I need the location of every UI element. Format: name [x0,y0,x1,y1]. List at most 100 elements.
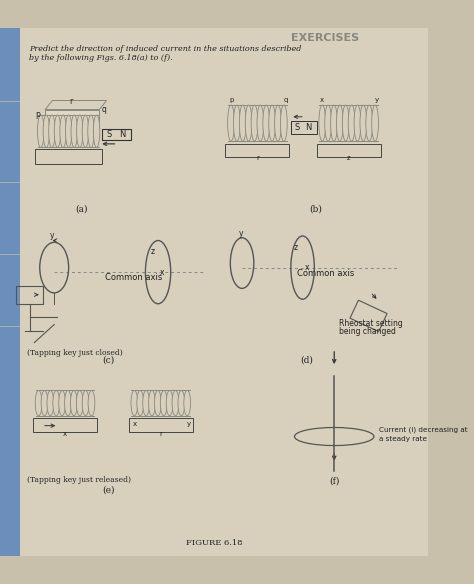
Ellipse shape [172,391,179,416]
Text: y: y [187,420,191,427]
Ellipse shape [155,391,161,416]
Bar [38,115,100,148]
Ellipse shape [239,105,246,141]
Ellipse shape [178,391,185,416]
Bar [16,286,43,304]
Ellipse shape [60,115,66,148]
Bar [225,144,290,157]
Ellipse shape [54,115,61,148]
Text: Current (i) decreasing at: Current (i) decreasing at [379,427,468,433]
Text: z: z [151,247,155,256]
Ellipse shape [160,391,167,416]
Text: (e): (e) [102,485,115,494]
Bar [228,105,287,141]
Text: (Tapping key just released): (Tapping key just released) [27,477,131,484]
Bar [102,130,131,140]
Bar [319,105,378,141]
Ellipse shape [166,391,173,416]
Ellipse shape [41,391,48,416]
Bar [35,150,102,164]
Ellipse shape [71,115,77,148]
Polygon shape [45,110,100,130]
Ellipse shape [77,115,83,148]
Text: r: r [69,97,72,106]
Bar [36,391,94,416]
Text: p: p [35,110,40,119]
Text: N: N [305,123,311,132]
Text: x: x [304,263,309,272]
Text: y: y [50,231,54,240]
Ellipse shape [234,105,240,141]
Ellipse shape [93,115,100,148]
Text: (f): (f) [329,477,339,485]
Bar [292,121,317,134]
Ellipse shape [184,391,191,416]
Text: z: z [347,155,350,161]
Text: being changed: being changed [339,328,396,336]
Ellipse shape [228,105,234,141]
Text: r: r [256,155,259,161]
Ellipse shape [251,105,258,141]
Text: (b): (b) [310,204,323,213]
Ellipse shape [148,391,155,416]
Text: y: y [374,98,379,103]
Ellipse shape [49,115,55,148]
Bar [131,391,190,416]
Ellipse shape [43,115,49,148]
Ellipse shape [137,391,144,416]
Text: FIGURE 6.18: FIGURE 6.18 [186,538,242,547]
Bar [33,419,97,432]
Ellipse shape [257,105,264,141]
Ellipse shape [360,105,367,141]
Bar [350,300,387,332]
Ellipse shape [354,105,361,141]
Text: x: x [320,98,324,103]
Ellipse shape [325,105,331,141]
Text: Common axis: Common axis [297,269,354,278]
Ellipse shape [47,391,54,416]
Text: (Tapping key just closed): (Tapping key just closed) [27,349,123,357]
Text: S: S [295,123,300,132]
Ellipse shape [37,115,44,148]
Text: q: q [102,105,107,114]
Ellipse shape [53,391,60,416]
Text: S: S [107,130,112,140]
Text: (d): (d) [301,355,313,364]
Text: by the following Figs. 6.18(a) to (f).: by the following Figs. 6.18(a) to (f). [29,54,173,61]
Bar [317,144,381,157]
Ellipse shape [82,391,89,416]
Text: Predict the direction of induced current in the situations described: Predict the direction of induced current… [29,44,301,53]
Ellipse shape [330,105,337,141]
Ellipse shape [59,391,65,416]
Ellipse shape [269,105,275,141]
Ellipse shape [71,391,77,416]
Ellipse shape [35,391,42,416]
Text: p: p [229,98,233,103]
Bar [0,28,20,556]
Text: EXERCISES: EXERCISES [291,33,359,43]
Ellipse shape [245,105,252,141]
Text: Rheostat setting: Rheostat setting [339,319,402,328]
Text: y: y [238,229,243,238]
Ellipse shape [348,105,355,141]
Ellipse shape [131,391,138,416]
Ellipse shape [281,105,287,141]
Ellipse shape [65,115,72,148]
Ellipse shape [274,105,282,141]
Text: x: x [160,268,164,277]
Text: (a): (a) [75,204,88,213]
Text: (c): (c) [102,355,115,364]
Ellipse shape [64,391,72,416]
Text: x: x [63,430,67,437]
Text: N: N [119,130,125,140]
Ellipse shape [88,115,94,148]
Bar [129,419,193,432]
Text: x: x [132,420,137,427]
Ellipse shape [319,105,326,141]
Ellipse shape [337,105,343,141]
Text: r: r [159,430,162,437]
Ellipse shape [263,105,270,141]
Text: q: q [283,98,288,103]
Ellipse shape [82,115,89,148]
Ellipse shape [88,391,95,416]
